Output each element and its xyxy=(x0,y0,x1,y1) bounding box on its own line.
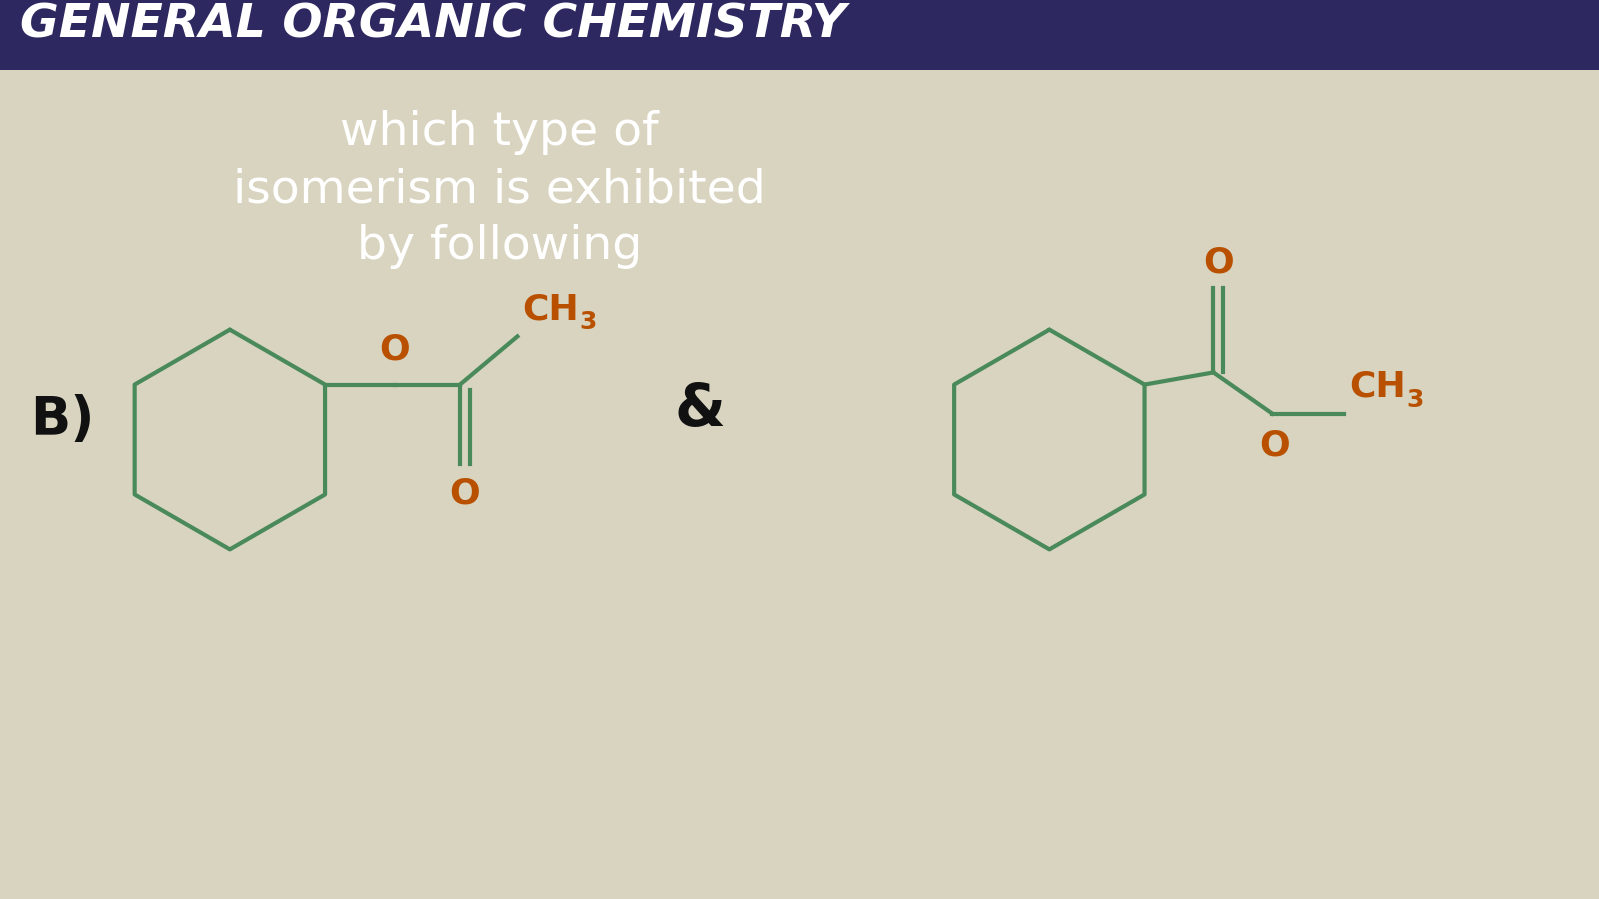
Text: which type of
isomerism is exhibited
by following: which type of isomerism is exhibited by … xyxy=(233,110,766,270)
Text: 3: 3 xyxy=(1406,387,1423,412)
Text: CH: CH xyxy=(1350,369,1406,404)
Text: GENERAL ORGANIC CHEMISTRY: GENERAL ORGANIC CHEMISTRY xyxy=(19,3,846,48)
Text: B): B) xyxy=(30,394,94,446)
Text: CH: CH xyxy=(523,292,579,326)
Text: O: O xyxy=(379,333,411,367)
Bar xyxy=(0,0,1599,70)
Text: 3: 3 xyxy=(579,310,596,334)
Text: O: O xyxy=(449,476,480,511)
Text: O: O xyxy=(1202,245,1234,280)
Text: O: O xyxy=(1258,429,1290,463)
Text: &: & xyxy=(675,381,724,438)
